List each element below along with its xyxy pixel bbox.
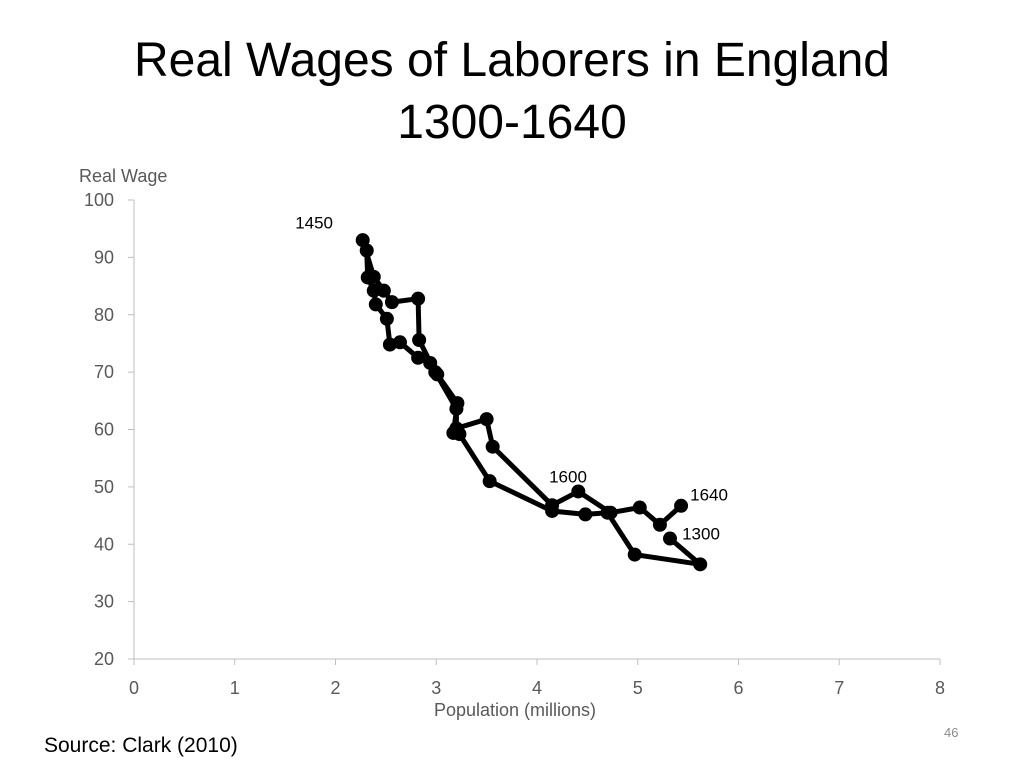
data-point — [545, 498, 560, 513]
series-line — [360, 237, 703, 567]
data-point — [571, 484, 586, 499]
data-point — [411, 291, 426, 306]
data-point — [384, 295, 399, 310]
y-tick-label: 80 — [94, 305, 114, 325]
x-axis-label: Population (millions) — [434, 700, 596, 720]
source-citation: Source: Clark (2010) — [44, 734, 238, 757]
data-point — [368, 297, 383, 312]
x-tick-label: 7 — [834, 678, 844, 698]
y-tick-label: 60 — [94, 420, 114, 440]
year-annotation: 1640 — [690, 486, 728, 505]
x-tick-label: 3 — [431, 678, 441, 698]
y-tick-label: 70 — [94, 362, 114, 382]
y-tick-label: 20 — [94, 649, 114, 669]
data-point — [578, 507, 593, 522]
y-tick-label: 90 — [94, 247, 114, 267]
data-point — [485, 439, 500, 454]
data-point — [379, 311, 394, 326]
x-tick-label: 5 — [633, 678, 643, 698]
x-tick-label: 4 — [532, 678, 542, 698]
data-point — [479, 412, 494, 427]
chart-axes: 20 30 40 50 60 70 80 90 100 0 1 2 3 4 5 6 7 8 — [84, 190, 945, 698]
data-point — [693, 557, 708, 572]
slide-title-line1: Real Wages of Laborers in England — [134, 34, 890, 87]
data-point — [411, 350, 426, 365]
x-tick-label: 6 — [733, 678, 743, 698]
y-tick-label: 50 — [94, 477, 114, 497]
x-tick-label: 8 — [935, 678, 945, 698]
data-point — [355, 233, 370, 248]
x-tick-label: 2 — [330, 678, 340, 698]
data-point — [449, 401, 464, 416]
x-tick-label: 1 — [230, 678, 240, 698]
data-point — [482, 474, 497, 489]
data-point — [674, 498, 689, 513]
data-point — [603, 505, 618, 520]
y-axis-label: Real Wage — [79, 166, 167, 186]
data-point — [662, 531, 677, 546]
data-point — [449, 421, 464, 436]
slide-title-line2: 1300-1640 — [397, 96, 627, 149]
data-point — [376, 283, 391, 298]
data-point — [627, 547, 642, 562]
data-point — [382, 337, 397, 352]
x-tick-label: 0 — [129, 678, 139, 698]
year-annotation: 1450 — [295, 214, 333, 233]
y-tick-label: 100 — [84, 190, 114, 210]
data-point — [412, 332, 427, 347]
page-number: 46 — [944, 725, 959, 740]
data-point — [366, 269, 381, 284]
data-point — [366, 283, 381, 298]
data-point — [632, 500, 647, 515]
year-annotation: 1600 — [549, 467, 587, 486]
slide-title: Real Wages of Laborers in England 1300-1… — [0, 30, 1024, 154]
data-point — [652, 517, 667, 532]
chart-series — [355, 233, 708, 572]
y-tick-label: 30 — [94, 592, 114, 612]
year-annotation: 1300 — [682, 525, 720, 544]
y-tick-label: 40 — [94, 534, 114, 554]
chart-annotations: 1450 1600 1640 1300 — [295, 214, 728, 544]
data-point — [428, 365, 443, 380]
